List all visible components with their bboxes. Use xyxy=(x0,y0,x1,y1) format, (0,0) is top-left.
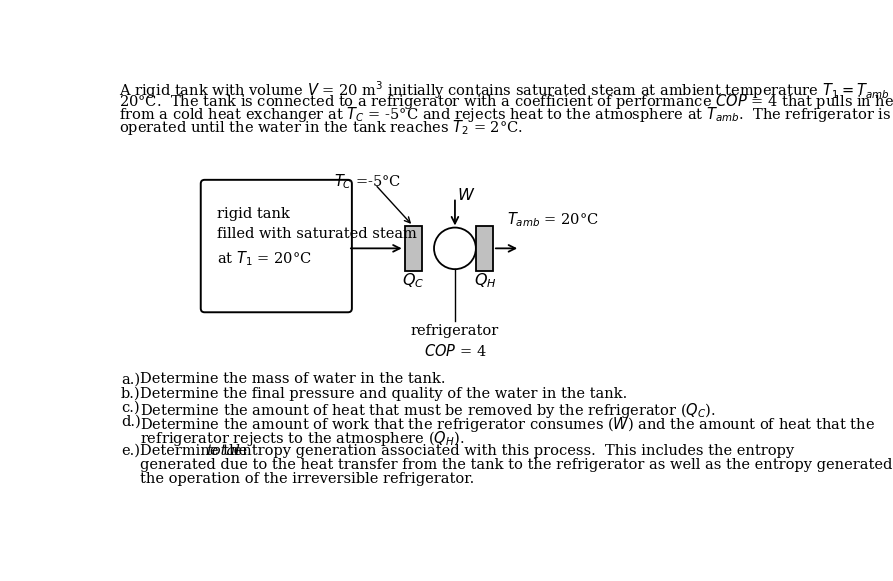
Text: e.): e.) xyxy=(121,443,140,458)
Text: the operation of the irreversible refrigerator.: the operation of the irreversible refrig… xyxy=(140,472,474,486)
Text: $\mathit{Q}_H$: $\mathit{Q}_H$ xyxy=(474,271,497,290)
Bar xyxy=(476,226,493,271)
Text: $T_C$ =-5°C: $T_C$ =-5°C xyxy=(334,172,401,191)
Text: $T_{amb}$ = 20°C: $T_{amb}$ = 20°C xyxy=(507,210,599,228)
FancyBboxPatch shape xyxy=(201,180,352,312)
Text: A rigid tank with volume $V$ = 20 m$^3$ initially contains saturated steam at am: A rigid tank with volume $V$ = 20 m$^3$ … xyxy=(120,79,893,101)
Text: refrigerator
$COP$ = 4: refrigerator $COP$ = 4 xyxy=(411,324,499,359)
Text: operated until the water in the tank reaches $T_2$ = 2°C.: operated until the water in the tank rea… xyxy=(120,118,523,137)
Text: entropy generation associated with this process.  This includes the entropy: entropy generation associated with this … xyxy=(229,443,794,458)
Text: Determine the amount of work that the refrigerator consumes ($W$) and the amount: Determine the amount of work that the re… xyxy=(140,415,875,434)
Text: $\mathit{Q}_C$: $\mathit{Q}_C$ xyxy=(402,271,424,290)
Text: Determine the final pressure and quality of the water in the tank.: Determine the final pressure and quality… xyxy=(140,386,628,400)
Text: total: total xyxy=(206,443,240,458)
Text: d.): d.) xyxy=(121,415,141,429)
Circle shape xyxy=(434,228,476,269)
Text: generated due to the heat transfer from the tank to the refrigerator as well as : generated due to the heat transfer from … xyxy=(140,458,893,472)
Text: b.): b.) xyxy=(121,386,140,400)
Text: $W$: $W$ xyxy=(457,187,476,204)
Text: Determine the mass of water in the tank.: Determine the mass of water in the tank. xyxy=(140,372,446,386)
Text: a.): a.) xyxy=(121,372,140,386)
Text: from a cold heat exchanger at $T_C$ = -5°C and rejects heat to the atmosphere at: from a cold heat exchanger at $T_C$ = -5… xyxy=(120,105,891,124)
Text: 20°C.  The tank is connected to a refrigerator with a coefficient of performance: 20°C. The tank is connected to a refrige… xyxy=(120,92,893,111)
Text: refrigerator rejects to the atmosphere ($Q_H$).: refrigerator rejects to the atmosphere (… xyxy=(140,429,465,449)
Text: rigid tank
filled with saturated steam
at $T_1$ = 20°C: rigid tank filled with saturated steam a… xyxy=(217,207,417,268)
Text: Determine the: Determine the xyxy=(140,443,252,458)
Bar xyxy=(405,226,421,271)
Text: Determine the amount of heat that must be removed by the refrigerator ($Q_C$).: Determine the amount of heat that must b… xyxy=(140,401,716,420)
Text: c.): c.) xyxy=(121,401,139,415)
